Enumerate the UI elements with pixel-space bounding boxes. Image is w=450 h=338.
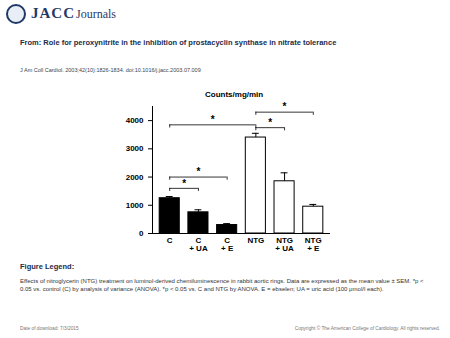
svg-text:*: * xyxy=(211,114,215,125)
html-text:J Am Coll Cardiol. 2003;42(10): J Am Coll Cardiol. 2003;42(10):1826-1834… xyxy=(20,67,201,73)
html-text:From: Role for peroxynitrite i: From: Role for peroxynitrite in the inhi… xyxy=(20,38,337,47)
svg-text:*: * xyxy=(268,117,272,128)
svg-text:NTG: NTG xyxy=(247,236,264,245)
html-text:JACC Journals: JACC Journals xyxy=(31,5,116,21)
svg-text:1000: 1000 xyxy=(126,201,144,210)
svg-text:NTG+ UA: NTG+ UA xyxy=(275,236,294,253)
svg-text:4000: 4000 xyxy=(126,116,144,125)
html-text:Copyright © The American Colle: Copyright © The American College of Card… xyxy=(294,326,440,331)
svg-text:*: * xyxy=(196,166,200,177)
html-text:Effects of nitroglycerin (NTG): Effects of nitroglycerin (NTG) treatment… xyxy=(20,278,424,293)
svg-text:NTG+ E: NTG+ E xyxy=(305,236,322,253)
html-text:Counts/mg/min: Counts/mg/min xyxy=(205,90,264,99)
html-text:Date of download: 7/3/2015: Date of download: 7/3/2015 xyxy=(20,326,79,331)
html-text:Figure Legend:: Figure Legend: xyxy=(20,262,75,271)
svg-text:*: * xyxy=(182,178,186,189)
svg-text:*: * xyxy=(283,101,287,112)
svg-text:C+ UA: C+ UA xyxy=(189,236,208,253)
svg-text:2000: 2000 xyxy=(126,173,144,182)
svg-text:C: C xyxy=(167,236,173,245)
svg-text:C+ E: C+ E xyxy=(221,236,234,253)
svg-text:0: 0 xyxy=(139,229,144,238)
svg-text:3000: 3000 xyxy=(126,144,144,153)
